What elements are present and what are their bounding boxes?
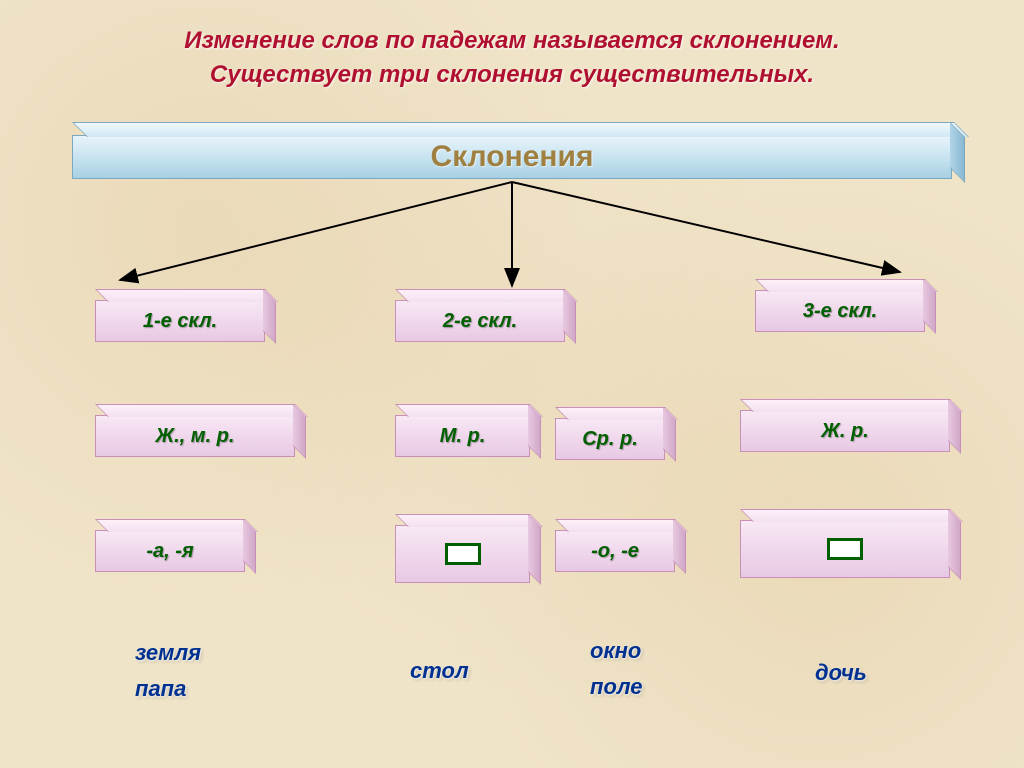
- gender-box-2: М. р.: [395, 415, 530, 457]
- gender-box-2b: Ср. р.: [555, 418, 665, 460]
- main-bar-label: Склонения: [431, 140, 594, 174]
- ending-box-2b: -о, -е: [555, 530, 675, 572]
- gender-box-1-label: Ж., м. р.: [156, 425, 235, 448]
- ending-box-2b-label: -о, -е: [591, 540, 639, 563]
- example-word: поле: [590, 674, 643, 700]
- ending-box-2: [395, 525, 530, 583]
- declension-box-1: 1-е скл.: [95, 300, 265, 342]
- gender-box-1: Ж., м. р.: [95, 415, 295, 457]
- ending-box-1: -а, -я: [95, 530, 245, 572]
- gender-box-2b-label: Ср. р.: [582, 428, 638, 451]
- example-word: стол: [410, 658, 469, 684]
- example-word: дочь: [815, 660, 867, 686]
- title-line-1: Изменение слов по падежам называется скл…: [0, 24, 1024, 58]
- example-word: папа: [135, 676, 186, 702]
- ending-box-3: [740, 520, 950, 578]
- example-word: земля: [135, 640, 201, 666]
- declension-box-3-label: 3-е скл.: [803, 300, 877, 323]
- declension-box-1-label: 1-е скл.: [143, 310, 217, 333]
- declension-box-2: 2-е скл.: [395, 300, 565, 342]
- example-word: окно: [590, 638, 641, 664]
- declension-box-2-label: 2-е скл.: [443, 310, 517, 333]
- declension-box-3: 3-е скл.: [755, 290, 925, 332]
- null-ending-icon: [827, 538, 863, 560]
- main-bar: Склонения: [72, 135, 952, 179]
- title-block: Изменение слов по падежам называется скл…: [0, 0, 1024, 91]
- title-line-2: Существует три склонения существительных…: [0, 58, 1024, 92]
- ending-box-1-label: -а, -я: [146, 540, 193, 563]
- gender-box-2-label: М. р.: [440, 425, 486, 448]
- gender-box-3: Ж. р.: [740, 410, 950, 452]
- null-ending-icon: [445, 543, 481, 565]
- gender-box-3-label: Ж. р.: [821, 420, 868, 443]
